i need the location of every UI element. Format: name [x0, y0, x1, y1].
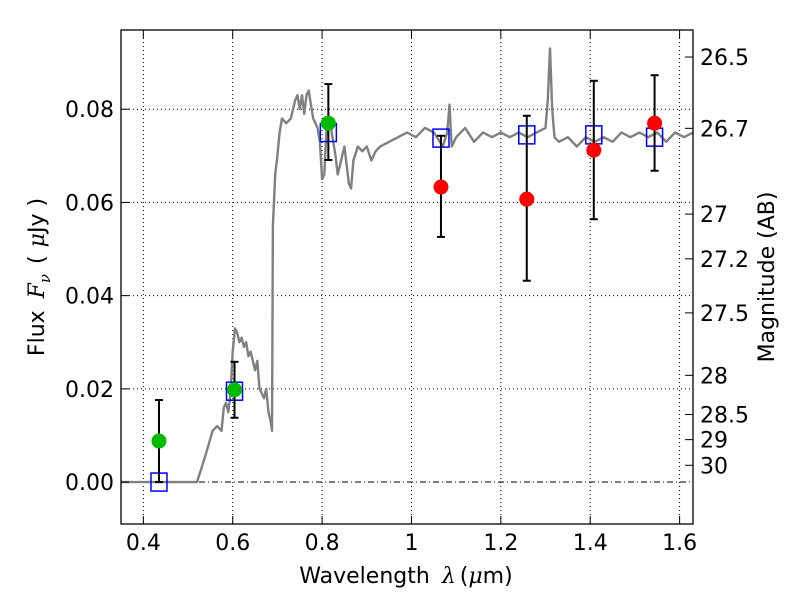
observed-flux-point	[647, 115, 663, 131]
plot-frame	[120, 29, 694, 525]
y-tick-label: 0.06	[65, 191, 114, 216]
y2-tick-label: 28.5	[700, 403, 749, 428]
x-tick-label: 0.6	[215, 531, 250, 556]
x-tick-label: 0.4	[126, 531, 161, 556]
x-tick-label: 1.2	[483, 531, 518, 556]
x-tick-label: 1	[404, 531, 418, 556]
axis-ticks: 0.4 0.6 0.8 1 1.2 1.4 1.6 0.00 0.02 0.04 0.06 0.08 2…	[65, 30, 749, 556]
x-tick-label: 1.6	[662, 531, 697, 556]
plot-area	[121, 47, 693, 492]
y-tick-label: 0.04	[65, 285, 114, 310]
x-axis-title: Wavelength λ (μm)	[299, 564, 512, 589]
observed-flux-point	[227, 382, 243, 398]
y2-tick-label: 26.7	[700, 117, 749, 142]
observed-flux-point	[586, 142, 602, 158]
y-tick-label: 0.08	[65, 98, 114, 123]
model-spectrum-line	[121, 47, 693, 484]
observed-flux-point	[320, 115, 336, 131]
y2-tick-label: 29	[700, 429, 728, 454]
y2-tick-label: 27	[700, 203, 728, 228]
y-axis-title: FluxFν(μJy )	[25, 198, 54, 356]
y2-tick-label: 28	[700, 364, 728, 389]
y2-tick-label: 26.5	[700, 46, 749, 71]
y2-tick-label: 27.2	[700, 248, 749, 273]
y-tick-label: 0.00	[65, 471, 114, 496]
observed-flux-point	[151, 433, 167, 449]
observed-flux-point	[519, 191, 535, 207]
observed-flux-point	[433, 179, 449, 195]
y2-axis-title: Magnitude (AB)	[755, 192, 780, 363]
grid-lines	[121, 30, 693, 524]
y2-tick-label: 27.5	[700, 302, 749, 327]
y2-tick-label: 30	[700, 454, 728, 479]
plot-series	[121, 47, 693, 492]
x-tick-label: 1.4	[573, 531, 608, 556]
x-tick-label: 0.8	[305, 531, 340, 556]
y-tick-label: 0.02	[65, 378, 114, 403]
